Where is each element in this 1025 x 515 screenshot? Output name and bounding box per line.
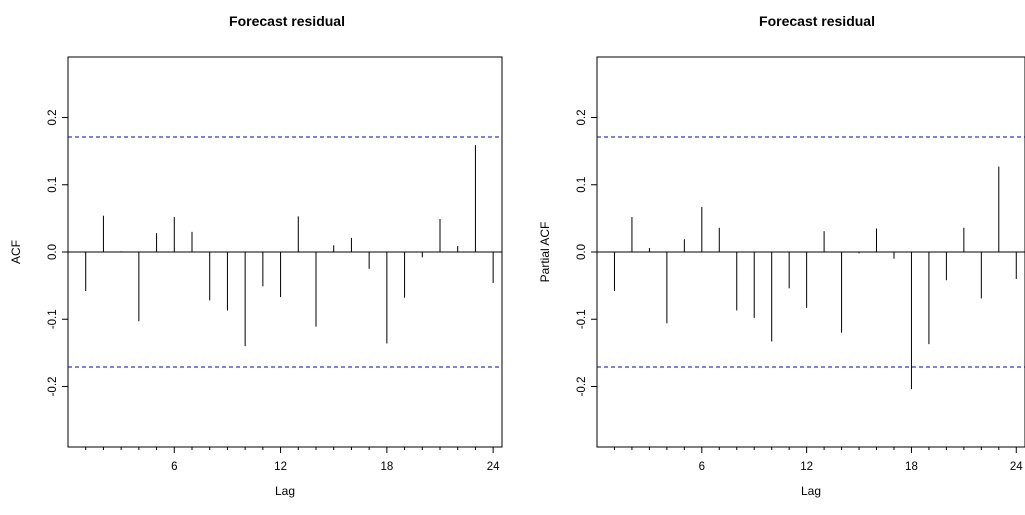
x-tick-label: 18 [380, 461, 393, 473]
y-tick-label: -0.2 [576, 377, 588, 397]
x-tick-label: 6 [699, 461, 705, 473]
x-tick-label: 12 [274, 461, 287, 473]
chart-panel-2: Forecast residual -0.2 -0.1 0.0 0.1 0.2 6 12 18 2… [538, 13, 1025, 498]
x-tick-label: 24 [1010, 461, 1023, 473]
y-tick-label: 0.2 [47, 110, 59, 126]
x-axis-label: Lag [275, 484, 295, 498]
y-tick-label: 0.1 [576, 177, 588, 193]
y-tick-label: -0.2 [47, 377, 59, 397]
y-tick-label: 0.2 [576, 110, 588, 126]
y-axis-label: ACF [9, 240, 23, 264]
x-axis-label: Lag [801, 484, 821, 498]
x-tick-label: 18 [905, 461, 918, 473]
y-tick-label: -0.1 [47, 309, 59, 329]
y-axis-label: Partial ACF [538, 222, 552, 283]
y-tick-label: -0.1 [576, 309, 588, 329]
x-tick-label: 6 [171, 461, 177, 473]
y-tick-label: 0.0 [576, 244, 588, 260]
x-tick-label: 12 [800, 461, 813, 473]
y-tick-label: 0.0 [47, 244, 59, 260]
y-tick-label: 0.1 [47, 177, 59, 193]
x-tick-label: 24 [487, 461, 500, 473]
chart-title: Forecast residual [229, 13, 345, 29]
chart-title: Forecast residual [759, 13, 875, 29]
chart-panel-1: Forecast residual -0.2 -0.1 0.0 0.1 0.2 6 12 18 2… [9, 13, 503, 498]
